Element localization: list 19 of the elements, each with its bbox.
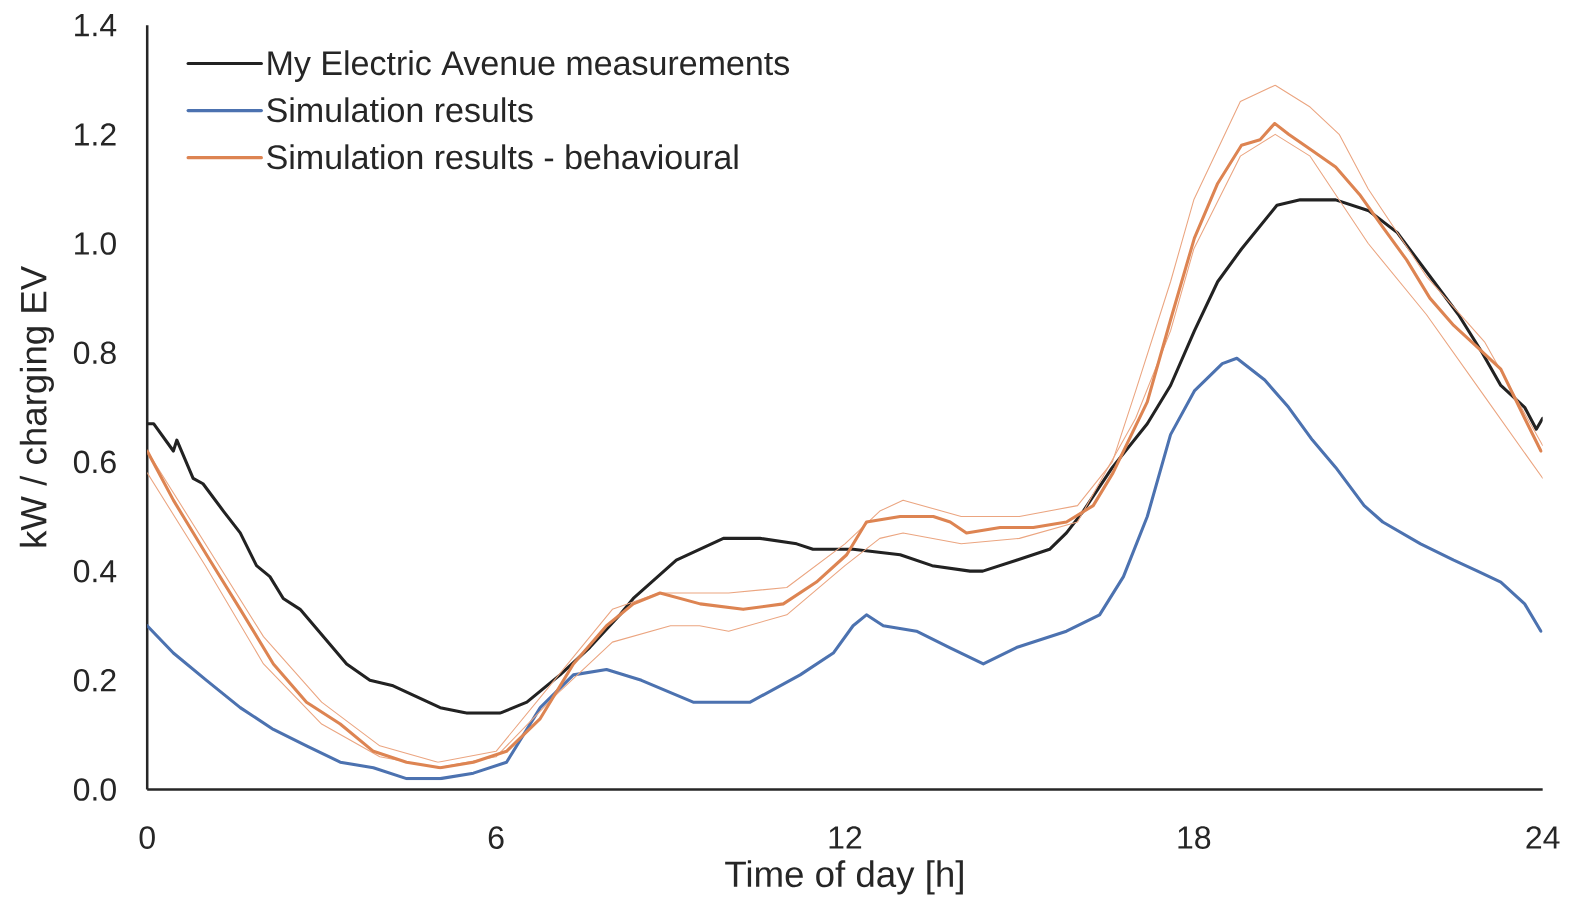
x-tick-label: 6 bbox=[488, 826, 504, 849]
y-tick-label: 0.8 bbox=[73, 341, 116, 365]
y-tick-label: 1.2 bbox=[75, 123, 116, 146]
legend-label: Simulation results bbox=[267, 97, 533, 123]
y-axis-title: kW / charging EV bbox=[19, 265, 54, 547]
x-tick-label: 12 bbox=[829, 826, 862, 849]
x-tick-label: 24 bbox=[1526, 826, 1560, 849]
x-tick-label: 0 bbox=[139, 826, 155, 849]
legend-label: My Electric Avenue measurements bbox=[268, 50, 789, 82]
y-tick-label: 1.0 bbox=[75, 232, 116, 255]
legend-label: Simulation results - behavioural bbox=[267, 144, 738, 170]
line-series bbox=[147, 356, 1543, 781]
y-tick-label: 1.4 bbox=[75, 14, 117, 37]
y-tick-label: 0.4 bbox=[73, 559, 117, 583]
y-tick-label: 0.0 bbox=[73, 778, 116, 801]
y-tick-label: 0.6 bbox=[73, 450, 116, 474]
x-tick-label: 18 bbox=[1178, 826, 1211, 849]
x-axis-title: Time of day [h] bbox=[725, 860, 963, 895]
y-tick-label: 0.2 bbox=[73, 669, 116, 692]
